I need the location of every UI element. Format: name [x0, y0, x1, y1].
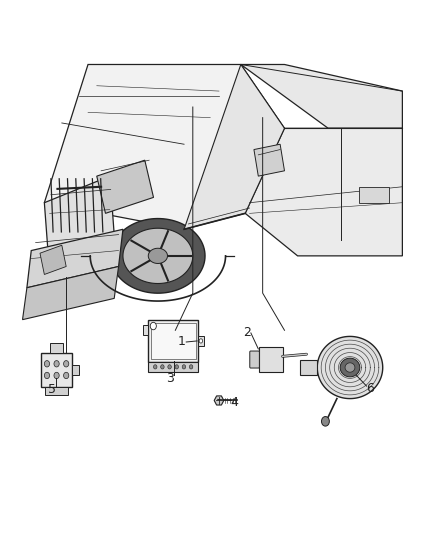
Circle shape: [54, 372, 59, 378]
Circle shape: [199, 339, 203, 343]
Polygon shape: [340, 358, 360, 377]
Polygon shape: [258, 347, 283, 372]
Polygon shape: [41, 353, 72, 387]
Polygon shape: [359, 187, 389, 203]
Polygon shape: [241, 64, 403, 128]
Polygon shape: [143, 325, 148, 335]
Circle shape: [64, 361, 69, 367]
Polygon shape: [123, 228, 193, 284]
Polygon shape: [300, 360, 317, 375]
Polygon shape: [45, 387, 68, 395]
Circle shape: [161, 365, 164, 369]
Polygon shape: [345, 363, 355, 372]
Circle shape: [153, 365, 157, 369]
Polygon shape: [97, 160, 153, 213]
Polygon shape: [148, 362, 198, 372]
Circle shape: [182, 365, 186, 369]
Circle shape: [64, 372, 69, 378]
Text: 3: 3: [166, 372, 174, 385]
Circle shape: [189, 365, 193, 369]
Polygon shape: [40, 245, 66, 274]
FancyBboxPatch shape: [250, 351, 259, 368]
Polygon shape: [22, 266, 119, 320]
Circle shape: [150, 322, 156, 330]
Circle shape: [168, 365, 171, 369]
Polygon shape: [148, 320, 198, 362]
Polygon shape: [44, 176, 114, 261]
Polygon shape: [254, 144, 285, 176]
Polygon shape: [72, 365, 79, 375]
Polygon shape: [50, 343, 63, 353]
Text: 1: 1: [178, 335, 186, 349]
Text: 6: 6: [366, 382, 374, 395]
Text: 4: 4: [230, 395, 238, 409]
Polygon shape: [214, 396, 224, 405]
Polygon shape: [198, 336, 204, 346]
Polygon shape: [44, 64, 285, 229]
Circle shape: [321, 417, 329, 426]
Polygon shape: [148, 248, 167, 263]
Polygon shape: [317, 336, 383, 399]
Polygon shape: [245, 128, 403, 256]
Circle shape: [54, 361, 59, 367]
Polygon shape: [111, 219, 205, 293]
Text: 5: 5: [48, 383, 56, 397]
Circle shape: [44, 361, 49, 367]
Polygon shape: [184, 64, 285, 229]
Text: 2: 2: [244, 326, 251, 340]
Polygon shape: [27, 229, 123, 288]
Circle shape: [175, 365, 179, 369]
Circle shape: [44, 372, 49, 378]
Polygon shape: [151, 323, 196, 359]
